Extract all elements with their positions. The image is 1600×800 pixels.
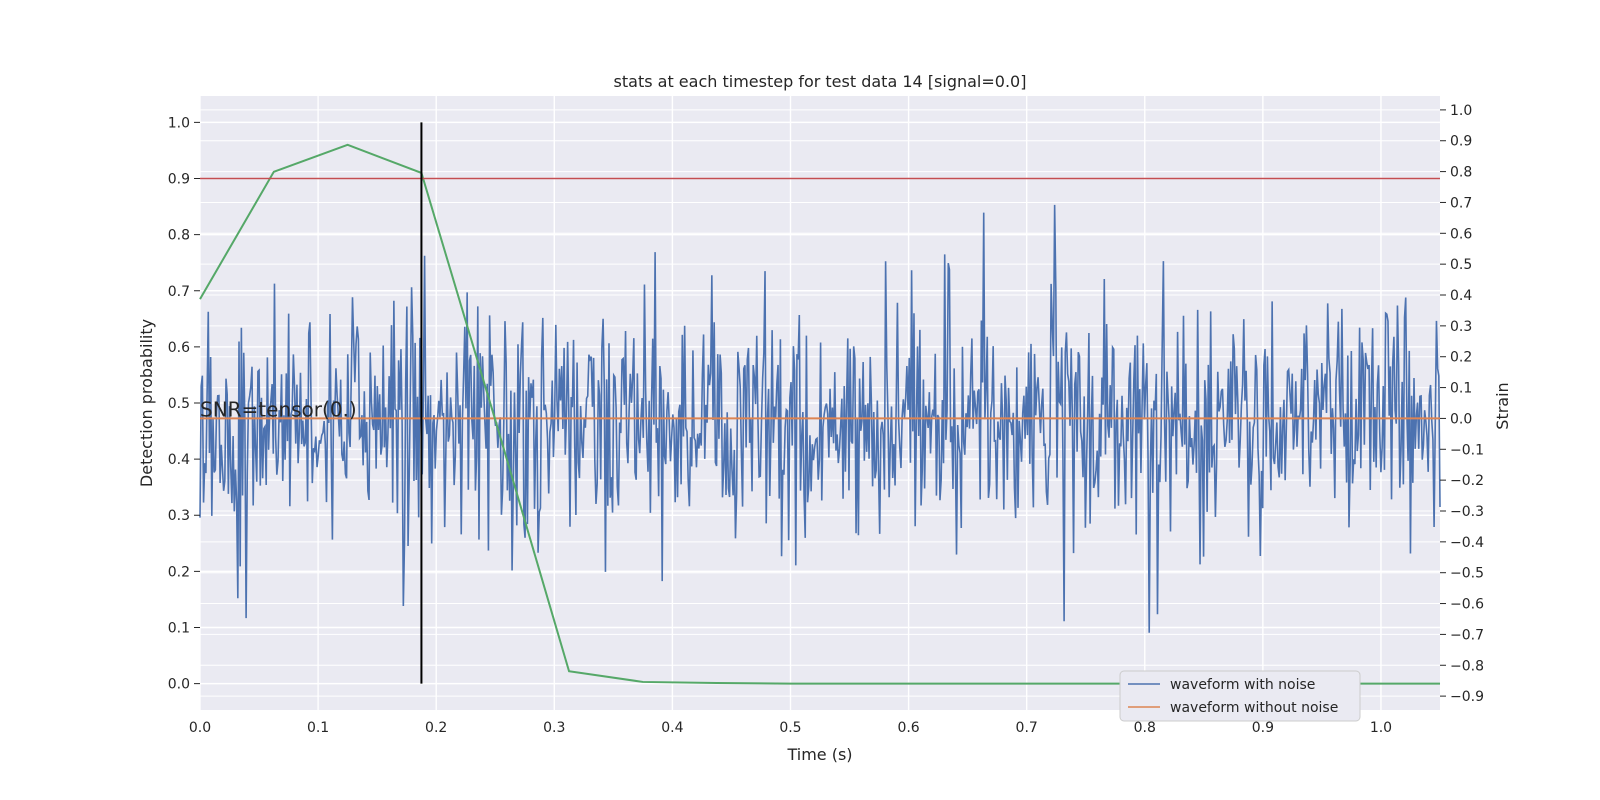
legend-label-clean: waveform without noise bbox=[1170, 700, 1338, 716]
y-right-tick-label: −0.7 bbox=[1450, 627, 1484, 643]
y-axis-right-label: Strain bbox=[1493, 382, 1512, 429]
y-right-tick-label: −0.5 bbox=[1450, 566, 1484, 582]
y-right-tick-label: −0.6 bbox=[1450, 597, 1484, 613]
y-right-tick-label: −0.8 bbox=[1450, 658, 1484, 674]
x-tick-label: 0.4 bbox=[661, 720, 683, 736]
y-right-tick-label: 0.8 bbox=[1450, 165, 1472, 181]
y-left-tick-label: 0.0 bbox=[168, 677, 190, 693]
y-right-tick-label: 0.5 bbox=[1450, 257, 1472, 273]
x-axis-label: Time (s) bbox=[786, 745, 852, 764]
x-tick-label: 0.5 bbox=[779, 720, 801, 736]
chart-title: stats at each timestep for test data 14 … bbox=[614, 72, 1027, 91]
y-right-tick-label: 0.4 bbox=[1450, 288, 1472, 304]
y-right-tick-label: 1.0 bbox=[1450, 103, 1472, 119]
x-tick-label: 0.7 bbox=[1016, 720, 1038, 736]
snr-annotation: SNR=tensor(0.) bbox=[200, 397, 357, 421]
y-left-tick-label: 0.4 bbox=[168, 452, 190, 468]
y-right-tick-label: −0.1 bbox=[1450, 442, 1484, 458]
x-tick-label: 0.0 bbox=[189, 720, 211, 736]
y-right-tick-label: 0.3 bbox=[1450, 319, 1472, 335]
y-right-tick-label: 0.0 bbox=[1450, 411, 1472, 427]
x-tick-label: 0.2 bbox=[425, 720, 447, 736]
x-tick-label: 0.6 bbox=[897, 720, 919, 736]
y-axis-left-label: Detection probability bbox=[137, 319, 156, 487]
y-right-tick-label: 0.7 bbox=[1450, 195, 1472, 211]
legend: waveform with noise waveform without noi… bbox=[1119, 670, 1361, 722]
legend-box bbox=[1119, 670, 1361, 722]
y-right-tick-label: 0.2 bbox=[1450, 350, 1472, 366]
y-right-tick-label: −0.3 bbox=[1450, 504, 1484, 520]
y-left-tick-label: 0.5 bbox=[168, 396, 190, 412]
legend-label-noise: waveform with noise bbox=[1170, 677, 1315, 693]
y-left-tick-label: 0.6 bbox=[168, 340, 190, 356]
y-right-tick-label: −0.4 bbox=[1450, 535, 1484, 551]
y-left-tick-label: 0.7 bbox=[168, 284, 190, 300]
y-right-tick-label: −0.2 bbox=[1450, 473, 1484, 489]
y-left-tick-label: 0.9 bbox=[168, 172, 190, 188]
y-left-tick-label: 0.3 bbox=[168, 508, 190, 524]
y-left-tick-label: 0.1 bbox=[168, 620, 190, 636]
y-right-tick-label: 0.9 bbox=[1450, 134, 1472, 150]
y-right-tick-label: −0.9 bbox=[1450, 689, 1484, 705]
y-left-tick-label: 1.0 bbox=[168, 115, 190, 131]
y-left-tick-label: 0.8 bbox=[168, 228, 190, 244]
series-waveform-with-noise bbox=[199, 204, 1441, 633]
y-left-tick-label: 0.2 bbox=[168, 564, 190, 580]
x-tick-label: 0.3 bbox=[543, 720, 565, 736]
x-tick-label: 1.0 bbox=[1370, 720, 1392, 736]
y-right-tick-label: 0.1 bbox=[1450, 381, 1472, 397]
x-tick-label: 0.9 bbox=[1252, 720, 1274, 736]
x-tick-label: 0.1 bbox=[307, 720, 329, 736]
x-tick-label: 0.8 bbox=[1134, 720, 1156, 736]
y-right-tick-label: 0.6 bbox=[1450, 226, 1472, 242]
axes: 0.0 0.1 0.2 0.3 0.4 0.5 0.6 0.7 0.8 0.9 1.0 0.0 0.1 0… bbox=[168, 103, 1484, 736]
